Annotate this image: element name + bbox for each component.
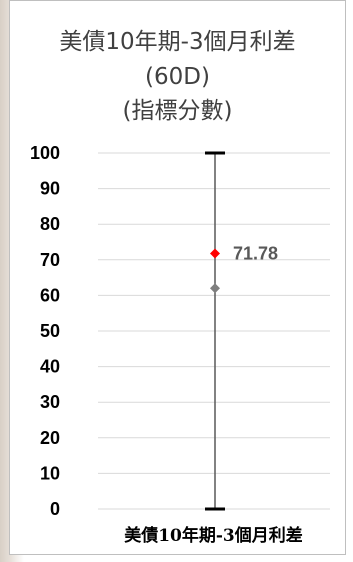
- marker-red-diamond: [210, 248, 220, 259]
- chart-title-line-3: (指標分數): [122, 98, 233, 124]
- y-tick-label: 30: [40, 392, 60, 412]
- y-tick-label: 20: [40, 428, 60, 448]
- y-tick-label: 50: [40, 321, 60, 341]
- y-tick-label: 90: [40, 179, 60, 199]
- y-tick-label: 60: [40, 285, 60, 305]
- y-tick-label: 80: [40, 214, 60, 234]
- range-chart: 0 10 20 30 40 50 60 70 80 90 100 71.78: [30, 143, 330, 519]
- y-tick-label: 70: [40, 250, 60, 270]
- marker-grey-diamond: [210, 283, 220, 294]
- data-label: 71.78: [233, 243, 278, 263]
- chart-title-line-2: (60D): [145, 64, 210, 90]
- y-tick-label: 0: [50, 499, 60, 519]
- y-tick-label: 10: [40, 463, 60, 483]
- chart-title-line-1: 美債10年期-3個月利差: [59, 29, 296, 55]
- category-label: 美債10年期-3個月利差: [124, 526, 303, 546]
- y-tick-label: 100: [30, 143, 60, 163]
- y-tick-label: 40: [40, 357, 60, 377]
- chart-frame: 美債10年期-3個月利差 (60D) (指標分數) 0 10 20 30 40 50 60 7…: [9, 0, 346, 555]
